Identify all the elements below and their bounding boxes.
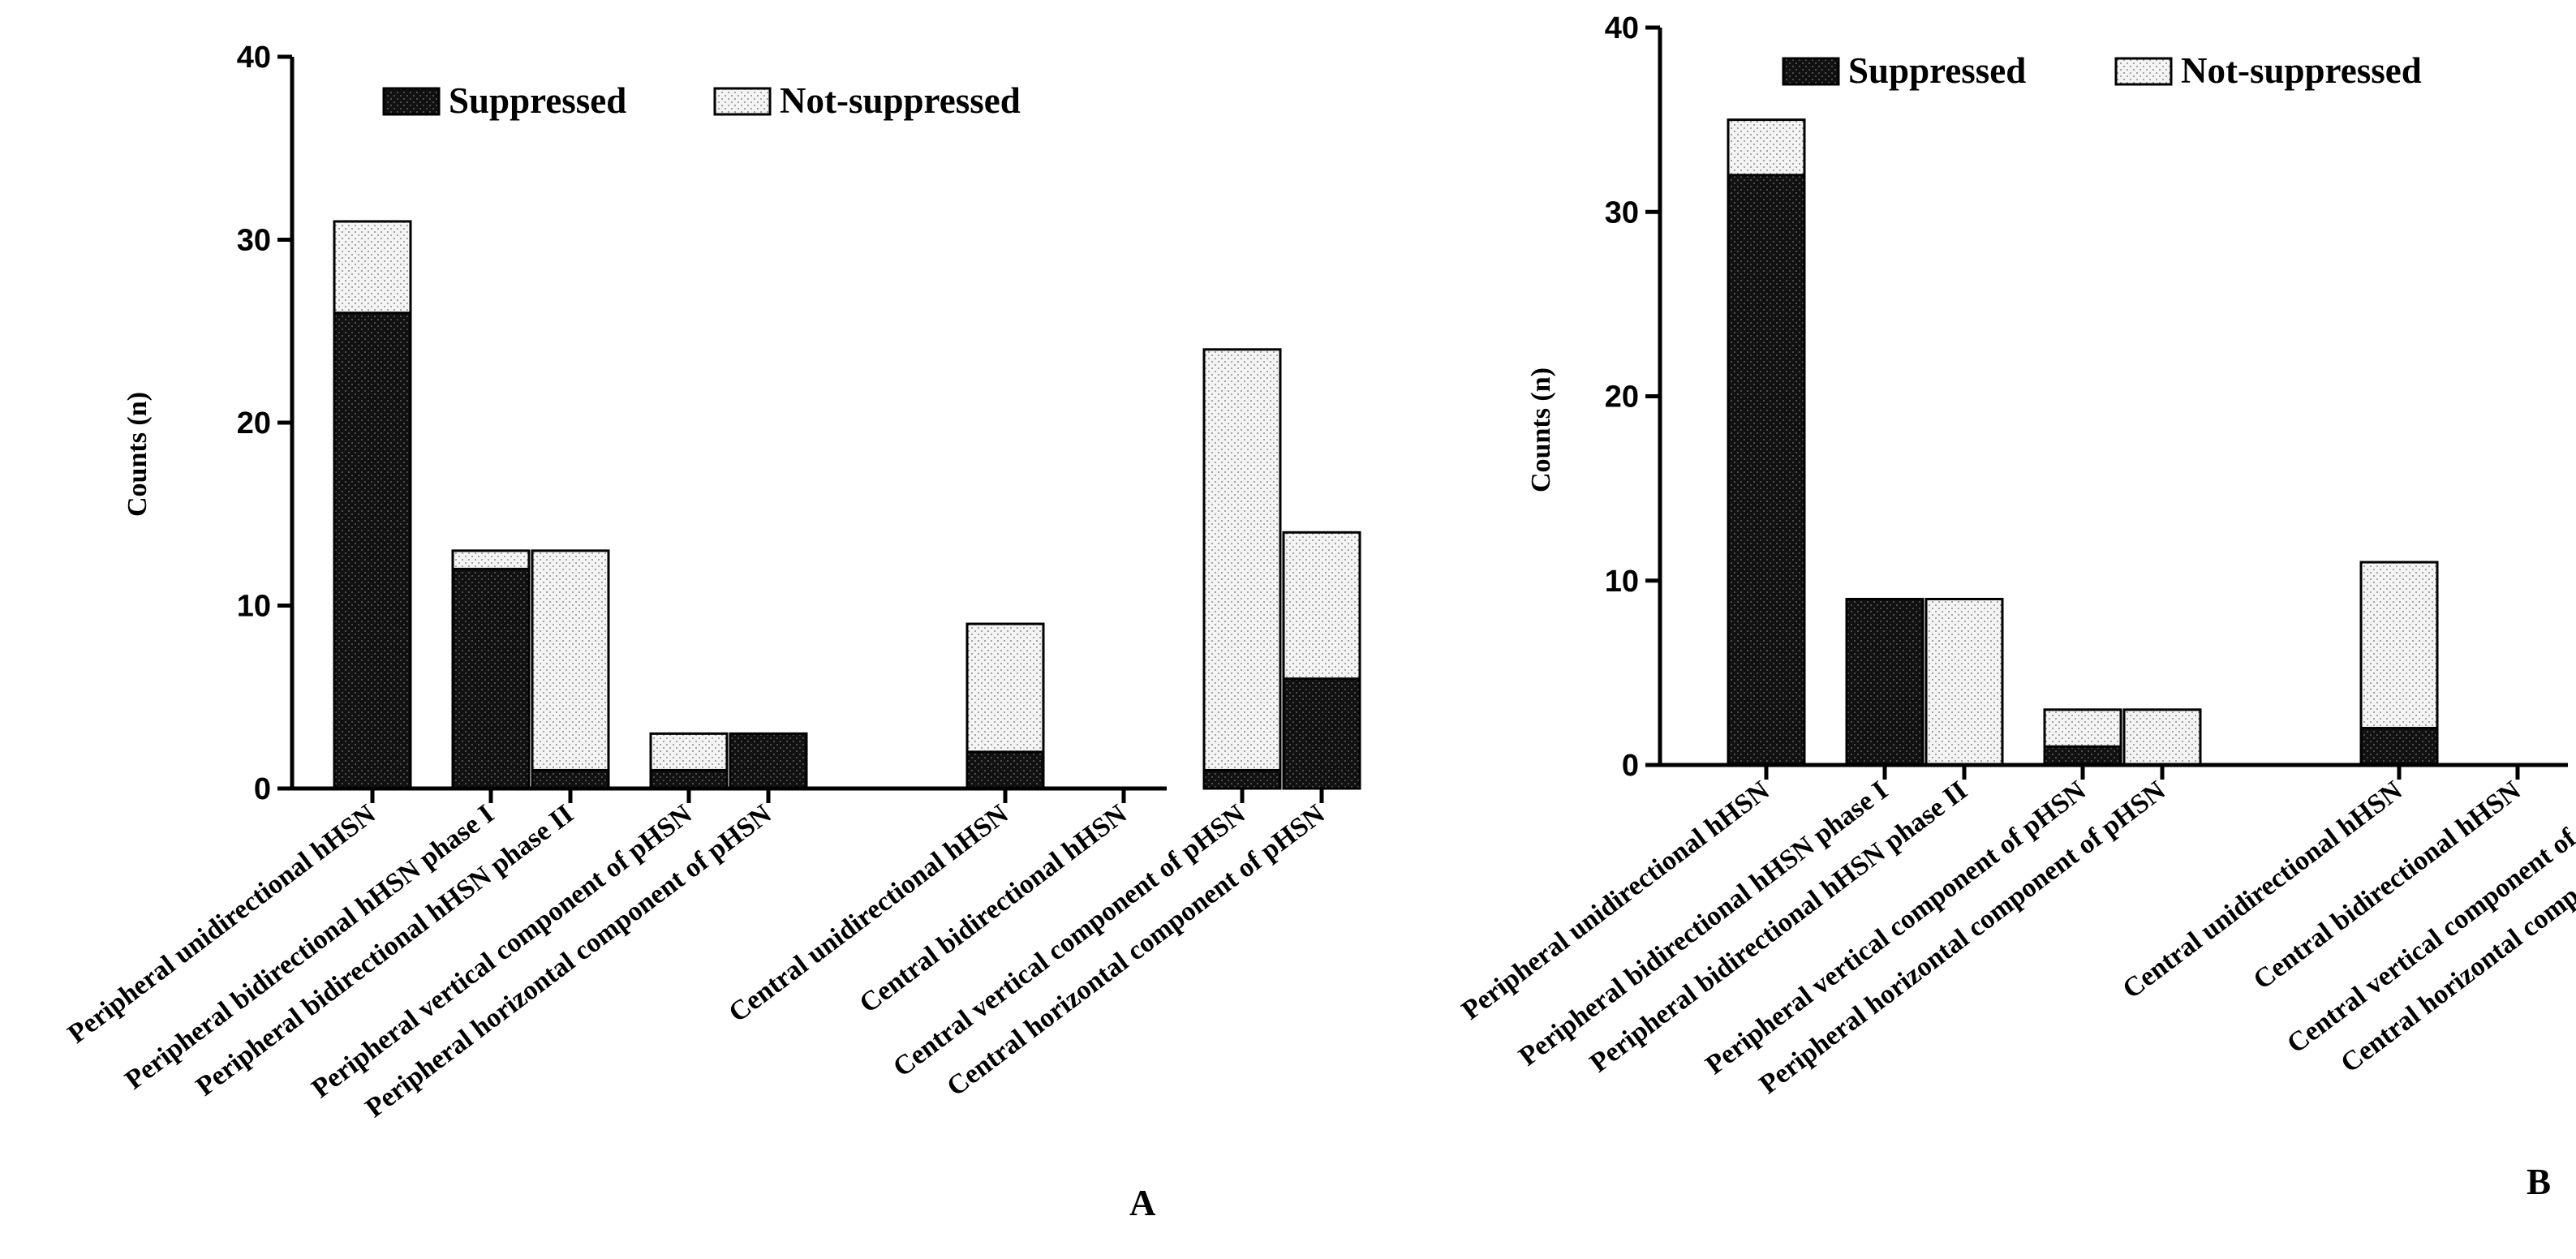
panel-a-legend-label-not-suppressed: Not-suppressed [780,80,1021,121]
panel-b-y-tick-label-30: 30 [1605,196,1639,230]
panel-b-bar-not-suppressed-4 [2122,708,2202,767]
panel-b-y-tick-label-20: 20 [1605,380,1639,415]
panel-a-bar-suppressed-2 [531,768,610,790]
panel-b-y-tick-label-0: 0 [1622,749,1639,783]
panel-b-bar-suppressed-3 [2043,745,2122,767]
panel-b-legend-swatch-suppressed [1782,57,1840,86]
panel-b-bar-suppressed-1 [1845,597,1924,767]
panel-b-bar-not-suppressed-0 [1727,118,1806,177]
panel-a-legend-label-suppressed: Suppressed [449,80,626,121]
panel-b-bar-suppressed-0 [1727,174,1806,767]
panel-b-bar-suppressed-6 [2359,727,2439,767]
panel-a-legend-swatch-not-suppressed [713,87,772,116]
panel-a-bar-suppressed-6 [965,750,1045,790]
panel-a-y-tick-label-30: 30 [237,224,271,258]
panel-a-y-axis-label: Counts (n) [123,392,153,517]
panel-a-bar-not-suppressed-3 [649,732,729,771]
panel-b-legend-label-suppressed: Suppressed [1848,50,2026,91]
panel-b-panel-letter: B [2527,1162,2551,1202]
panel-a-bar-not-suppressed-6 [965,622,1045,754]
panel-b-bar-not-suppressed-2 [1924,597,2004,767]
panel-a-bar-suppressed-0 [333,312,412,790]
panel-a-bar-suppressed-4 [729,732,808,790]
panel-b-y-tick-label-40: 40 [1605,11,1639,45]
panel-a-y-tick-label-20: 20 [237,406,271,440]
panel-a-bar-suppressed-9 [1282,677,1361,790]
panel-a-bar-not-suppressed-8 [1202,348,1282,771]
panel-b-legend-label-not-suppressed: Not-suppressed [2181,50,2422,91]
panel-a-bar-suppressed-1 [451,567,531,790]
panel-a-category-label-9: Central horizontal component of pHSN [941,799,1331,1102]
panel-a-bar-not-suppressed-9 [1282,531,1361,681]
panel-a-bar-not-suppressed-0 [333,220,412,315]
panel-a-bar-suppressed-8 [1202,768,1282,790]
panel-a-y-tick-label-10: 10 [237,590,271,624]
panel-b-legend-swatch-not-suppressed [2114,57,2173,86]
panel-b-bar-not-suppressed-3 [2043,708,2122,748]
panel-a-legend-swatch-suppressed [382,87,441,116]
panel-a-y-tick-label-40: 40 [237,41,271,75]
panel-a-bar-not-suppressed-1 [451,549,531,570]
panel-a-y-tick-label-0: 0 [254,772,271,806]
panel-a-panel-letter: A [1129,1183,1156,1223]
panel-b-y-tick-label-10: 10 [1605,565,1639,599]
panel-a-bar-suppressed-3 [649,768,729,790]
panel-b-y-axis-label: Counts (n) [1526,367,1556,492]
panel-b-bar-not-suppressed-6 [2359,561,2439,730]
panel-a-bar-not-suppressed-2 [531,549,610,771]
